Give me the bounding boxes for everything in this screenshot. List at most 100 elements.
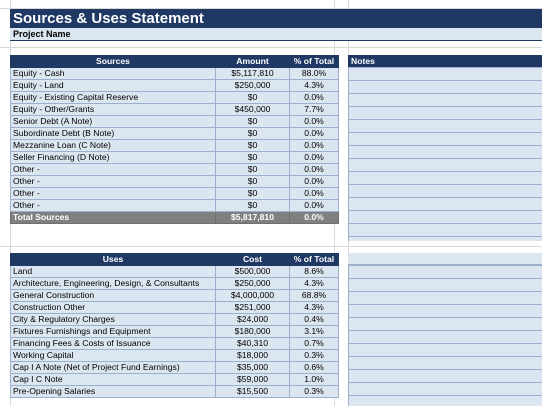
label-cell[interactable]: Uses <box>10 253 216 266</box>
page-title[interactable]: Sources & Uses Statement <box>10 9 542 28</box>
amount-cell[interactable]: $0 <box>215 199 290 212</box>
percent-cell[interactable]: 0.4% <box>289 313 339 326</box>
percent-cell[interactable]: 7.7% <box>289 103 339 116</box>
label-cell[interactable]: Fixtures Furnishings and Equipment <box>10 325 216 338</box>
amount-cell[interactable]: $24,000 <box>215 313 290 326</box>
amount-cell[interactable]: $450,000 <box>215 103 290 116</box>
amount-cell[interactable]: $250,000 <box>215 277 290 290</box>
percent-cell[interactable]: 0.0% <box>289 211 339 224</box>
total-sources-row: Total Sources $5,817,810 0.0% <box>10 211 339 224</box>
percent-cell[interactable]: % of Total <box>289 55 339 68</box>
label-cell[interactable]: Sources <box>10 55 216 68</box>
amount-cell[interactable]: $500,000 <box>215 265 290 278</box>
amount-cell[interactable]: $250,000 <box>215 79 290 92</box>
amount-cell[interactable]: $5,117,810 <box>215 67 290 80</box>
amount-cell[interactable]: $59,000 <box>215 373 290 386</box>
uses-table: Uses Cost% of Total Land $500,000 8.6% Archit… <box>10 253 339 398</box>
label-cell[interactable]: Other - <box>10 187 216 200</box>
percent-cell[interactable]: 3.1% <box>289 325 339 338</box>
percent-cell[interactable]: 0.0% <box>289 127 339 140</box>
label-cell[interactable]: Financing Fees & Costs of Issuance <box>10 337 216 350</box>
percent-cell[interactable]: 0.3% <box>289 385 339 398</box>
uses-table-body: Uses Cost% of Total Land $500,000 8.6% Archit… <box>10 253 339 398</box>
amount-cell[interactable]: $40,310 <box>215 337 290 350</box>
percent-cell[interactable]: 0.0% <box>289 199 339 212</box>
label-cell[interactable]: Equity - Cash <box>10 67 216 80</box>
percent-cell[interactable]: 4.3% <box>289 277 339 290</box>
table-row: Working Capital $18,000 0.3% <box>10 349 339 362</box>
percent-cell[interactable]: 1.0% <box>289 373 339 386</box>
notes-area-uses[interactable] <box>348 265 542 406</box>
percent-cell[interactable]: 4.3% <box>289 301 339 314</box>
label-cell[interactable]: City & Regulatory Charges <box>10 313 216 326</box>
notes-row-divider <box>348 265 542 266</box>
notes-row-divider <box>348 67 542 68</box>
notes-row-divider <box>348 236 542 237</box>
percent-cell[interactable]: % of Total <box>289 253 339 266</box>
amount-cell[interactable]: $251,000 <box>215 301 290 314</box>
notes-area-sources[interactable] <box>348 67 542 241</box>
project-name-cell[interactable]: Project Name <box>10 28 542 41</box>
percent-cell[interactable]: 0.0% <box>289 175 339 188</box>
label-cell[interactable]: Other - <box>10 199 216 212</box>
label-cell[interactable]: Land <box>10 265 216 278</box>
percent-cell[interactable]: 0.7% <box>289 337 339 350</box>
label-cell[interactable]: Total Sources <box>10 211 216 224</box>
amount-cell[interactable]: $5,817,810 <box>215 211 290 224</box>
percent-cell[interactable]: 0.0% <box>289 91 339 104</box>
amount-cell[interactable]: $180,000 <box>215 325 290 338</box>
table-row: Other - $0 0.0% <box>10 163 339 176</box>
amount-cell[interactable]: $0 <box>215 151 290 164</box>
label-cell[interactable]: Other - <box>10 175 216 188</box>
percent-cell[interactable]: 0.6% <box>289 361 339 374</box>
amount-cell[interactable]: $0 <box>215 163 290 176</box>
percent-cell[interactable]: 0.0% <box>289 115 339 128</box>
amount-cell[interactable]: Amount <box>215 55 290 68</box>
uses-header-row: Uses Cost% of Total <box>10 253 339 266</box>
percent-cell[interactable]: 68.8% <box>289 289 339 302</box>
notes-row-divider <box>348 119 542 120</box>
label-cell[interactable]: Seller Financing (D Note) <box>10 151 216 164</box>
amount-cell[interactable]: $35,000 <box>215 361 290 374</box>
amount-cell[interactable]: $18,000 <box>215 349 290 362</box>
percent-cell[interactable]: 8.6% <box>289 265 339 278</box>
amount-cell[interactable]: Cost <box>215 253 290 266</box>
percent-cell[interactable]: 0.0% <box>289 139 339 152</box>
label-cell[interactable]: Senior Debt (A Note) <box>10 115 216 128</box>
label-cell[interactable]: Construction Other <box>10 301 216 314</box>
label-cell[interactable]: Cap I A Note (Net of Project Fund Earnin… <box>10 361 216 374</box>
amount-cell[interactable]: $0 <box>215 91 290 104</box>
notes-header-uses[interactable] <box>348 253 542 265</box>
label-cell[interactable]: Architecture, Engineering, Design, & Con… <box>10 277 216 290</box>
amount-cell[interactable]: $0 <box>215 139 290 152</box>
label-cell[interactable]: Subordinate Debt (B Note) <box>10 127 216 140</box>
table-row: Architecture, Engineering, Design, & Con… <box>10 277 339 290</box>
label-cell[interactable]: Equity - Existing Capital Reserve <box>10 91 216 104</box>
percent-cell[interactable]: 4.3% <box>289 79 339 92</box>
amount-cell[interactable]: $0 <box>215 115 290 128</box>
label-cell[interactable]: General Construction <box>10 289 216 302</box>
label-cell[interactable]: Equity - Other/Grants <box>10 103 216 116</box>
percent-cell[interactable]: 0.0% <box>289 187 339 200</box>
table-row: Fixtures Furnishings and Equipment $180,0… <box>10 325 339 338</box>
label-cell[interactable]: Equity - Land <box>10 79 216 92</box>
table-row: Equity - Existing Capital Reserve $0 0.0% <box>10 91 339 104</box>
label-cell[interactable]: Mezzanine Loan (C Note) <box>10 139 216 152</box>
label-cell[interactable]: Pre-Opening Salaries <box>10 385 216 398</box>
amount-cell[interactable]: $15,500 <box>215 385 290 398</box>
notes-header[interactable]: Notes <box>348 55 542 67</box>
amount-cell[interactable]: $4,000,000 <box>215 289 290 302</box>
label-cell[interactable]: Working Capital <box>10 349 216 362</box>
percent-cell[interactable]: 0.3% <box>289 349 339 362</box>
amount-cell[interactable]: $0 <box>215 187 290 200</box>
percent-cell[interactable]: 0.0% <box>289 151 339 164</box>
notes-row-divider <box>348 93 542 94</box>
percent-cell[interactable]: 0.0% <box>289 163 339 176</box>
label-cell[interactable]: Cap I C Note <box>10 373 216 386</box>
amount-cell[interactable]: $0 <box>215 175 290 188</box>
table-row: Other - $0 0.0% <box>10 187 339 200</box>
amount-cell[interactable]: $0 <box>215 127 290 140</box>
label-cell[interactable]: Other - <box>10 163 216 176</box>
table-row: City & Regulatory Charges $24,000 0.4% <box>10 313 339 326</box>
percent-cell[interactable]: 88.0% <box>289 67 339 80</box>
